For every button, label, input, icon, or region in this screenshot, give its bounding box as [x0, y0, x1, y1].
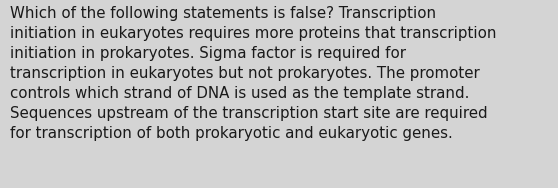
Text: Which of the following statements is false? Transcription
initiation in eukaryot: Which of the following statements is fal… — [10, 6, 497, 141]
